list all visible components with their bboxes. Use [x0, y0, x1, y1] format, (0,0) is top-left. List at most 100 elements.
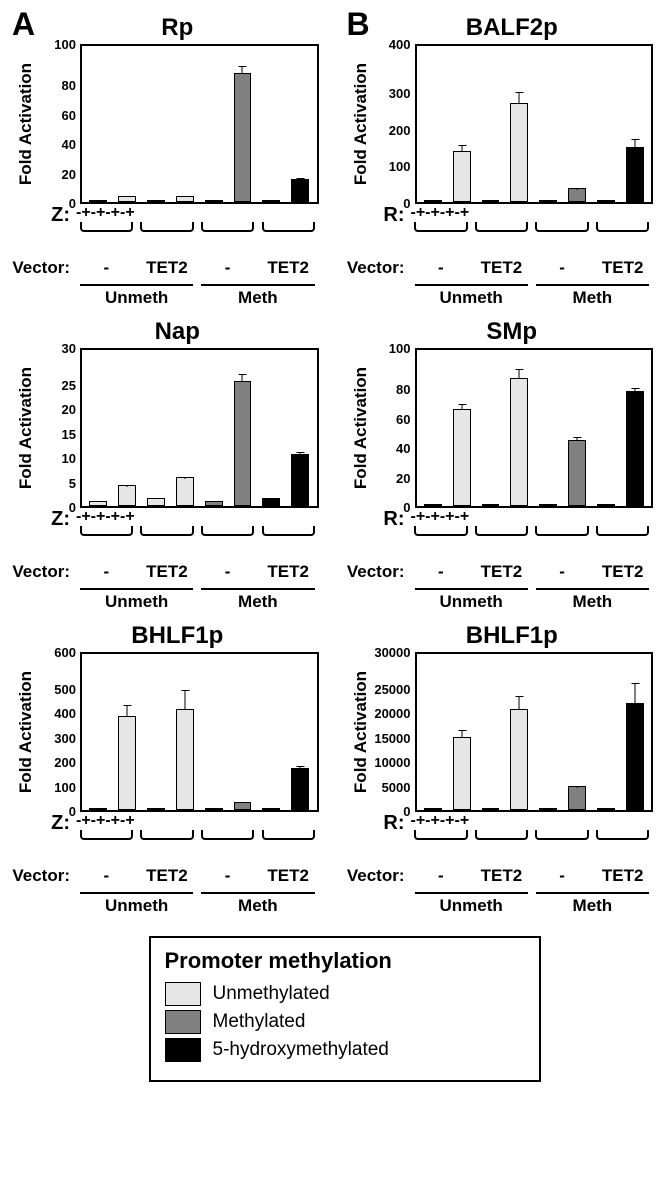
vector-label: Vector: [347, 258, 405, 278]
y-axis-label: Fold Activation [16, 63, 36, 185]
stim-sign: + [125, 812, 134, 829]
bar [286, 46, 315, 202]
bar [620, 46, 649, 202]
columns: A RpFold Activation100806040200-+-+-+-+Z… [10, 10, 669, 926]
chart-bhlf1p: BHLF1pFold Activation6005004003002001000… [10, 622, 345, 916]
vector-level: TET2 [137, 258, 198, 278]
x-axis-labels: -+-+-+-+Z: -TET2-TET2Vector:UnmethMeth [76, 204, 319, 308]
y-ticks: 4003002001000 [373, 44, 415, 204]
y-axis-label: Fold Activation [351, 367, 371, 489]
bar [563, 654, 592, 810]
stim-sign: + [460, 508, 469, 525]
methylation-level: Unmeth [415, 284, 528, 308]
x-axis-labels: -+-+-+-+R: -TET2-TET2Vector:UnmethMeth [411, 508, 654, 612]
bar [447, 46, 476, 202]
stimulus-label: Z: [51, 812, 70, 835]
chart-smp: SMpFold Activation100806040200-+-+-+-+R:… [345, 318, 669, 612]
bar [563, 350, 592, 506]
y-axis-label: Fold Activation [351, 63, 371, 185]
bar [447, 350, 476, 506]
bar [419, 46, 448, 202]
bar [228, 46, 257, 202]
y-axis-label: Fold Activation [16, 671, 36, 793]
bar [170, 46, 199, 202]
vector-level: TET2 [137, 866, 198, 886]
bar [534, 350, 563, 506]
bar [620, 350, 649, 506]
legend-swatch [165, 982, 201, 1006]
bar [447, 654, 476, 810]
bar [84, 350, 113, 506]
stimulus-label: R: [383, 204, 404, 227]
bar [142, 654, 171, 810]
legend: Promoter methylation UnmethylatedMethyla… [149, 936, 541, 1082]
vector-level: TET2 [592, 258, 653, 278]
bar [199, 654, 228, 810]
bar [286, 654, 315, 810]
vector-label: Vector: [12, 866, 70, 886]
bar [257, 654, 286, 810]
stim-sign: + [416, 812, 425, 829]
vector-level: TET2 [471, 562, 532, 582]
legend-label: Methylated [213, 1011, 306, 1033]
chart-nap: NapFold Activation302520151050-+-+-+-+Z:… [10, 318, 345, 612]
stimulus-label: Z: [51, 204, 70, 227]
bar [113, 350, 142, 506]
bar [476, 46, 505, 202]
chart-balf2p: BALF2pFold Activation4003002001000-+-+-+… [345, 14, 669, 308]
stimulus-label: R: [383, 508, 404, 531]
bar [505, 350, 534, 506]
vector-level: - [532, 866, 593, 886]
plot-area [415, 652, 654, 812]
vector-level: TET2 [258, 258, 319, 278]
bar [170, 654, 199, 810]
methylation-level: Unmeth [80, 588, 193, 612]
plot-area [80, 348, 319, 508]
bar [199, 46, 228, 202]
stim-sign: + [111, 508, 120, 525]
y-ticks: 6005004003002001000 [38, 652, 80, 812]
bar [476, 350, 505, 506]
vector-level: - [76, 258, 137, 278]
stim-sign: + [125, 508, 134, 525]
x-axis-labels: -+-+-+-+Z: -TET2-TET2Vector:UnmethMeth [76, 812, 319, 916]
bar [591, 350, 620, 506]
vector-level: TET2 [471, 258, 532, 278]
stim-sign: + [81, 812, 90, 829]
stim-sign: + [96, 508, 105, 525]
y-axis-label: Fold Activation [351, 671, 371, 793]
column-a: A RpFold Activation100806040200-+-+-+-+Z… [10, 10, 345, 926]
stim-sign: + [445, 204, 454, 221]
bar [563, 46, 592, 202]
legend-swatch [165, 1038, 201, 1062]
stim-sign: + [416, 204, 425, 221]
vector-level: - [411, 258, 472, 278]
legend-item: 5-hydroxymethylated [165, 1038, 525, 1062]
plot-area [80, 44, 319, 204]
bar [113, 46, 142, 202]
bar [534, 46, 563, 202]
panel-label-a: A [12, 6, 35, 43]
stim-sign: + [81, 204, 90, 221]
vector-level: TET2 [592, 866, 653, 886]
y-axis-label: Fold Activation [16, 367, 36, 489]
vector-level: - [411, 562, 472, 582]
vector-level: TET2 [592, 562, 653, 582]
bar [228, 350, 257, 506]
y-ticks: 100806040200 [373, 348, 415, 508]
bar [505, 654, 534, 810]
legend-title: Promoter methylation [165, 948, 525, 974]
stimulus-label: Z: [51, 508, 70, 531]
x-axis-labels: -+-+-+-+R: -TET2-TET2Vector:UnmethMeth [411, 812, 654, 916]
bar [84, 654, 113, 810]
bar [591, 46, 620, 202]
vector-level: - [197, 866, 258, 886]
bar [591, 654, 620, 810]
x-axis-labels: -+-+-+-+Z: -TET2-TET2Vector:UnmethMeth [76, 508, 319, 612]
methylation-level: Meth [536, 892, 649, 916]
chart-bhlf1p: BHLF1pFold Activation3000025000200001500… [345, 622, 669, 916]
legend-label: 5-hydroxymethylated [213, 1039, 389, 1061]
stim-sign: + [431, 508, 440, 525]
figure: A RpFold Activation100806040200-+-+-+-+Z… [10, 10, 669, 1082]
bar [170, 350, 199, 506]
